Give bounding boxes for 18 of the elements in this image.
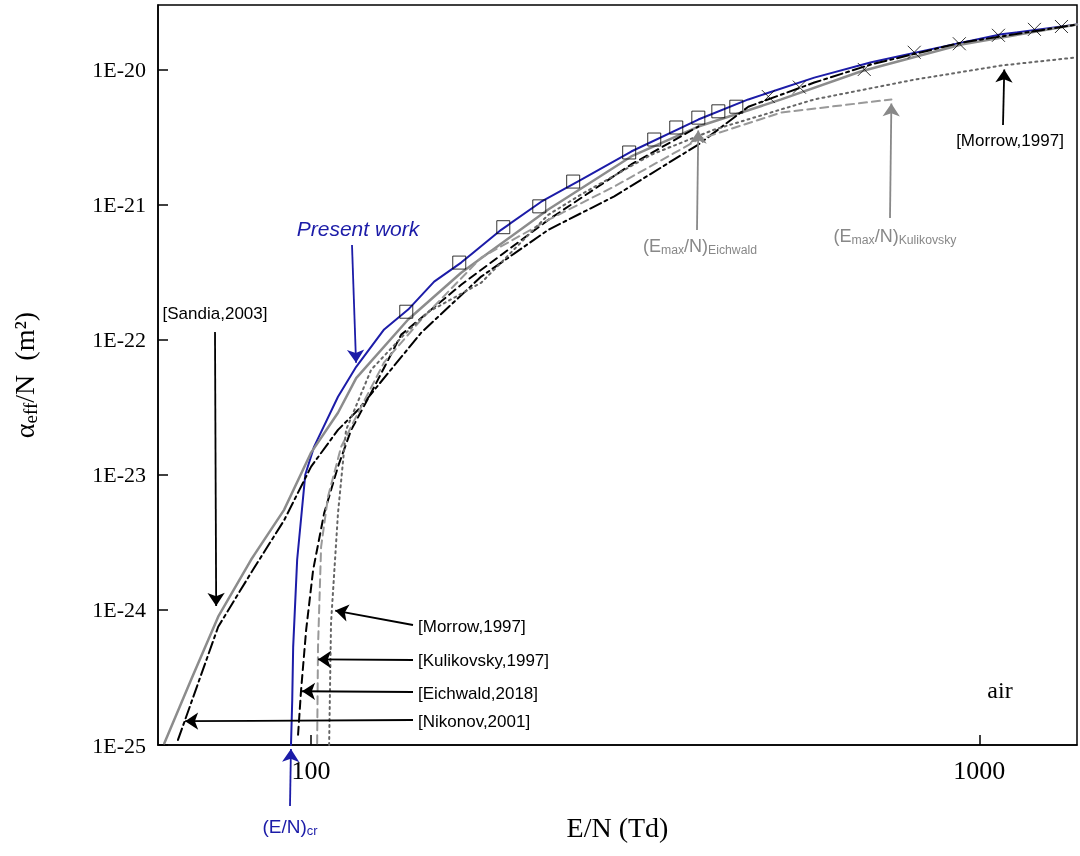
annotation: [Morrow,1997]	[418, 616, 526, 636]
annotation: [Nikonov,2001]	[418, 711, 531, 731]
annotation: [Eichwald,2018]	[418, 683, 539, 703]
y-tick-label: 1E-24	[92, 597, 146, 623]
x-tick-label: 100	[291, 755, 331, 785]
y-tick-label: 1E-25	[92, 732, 146, 758]
annotation: air	[987, 677, 1013, 703]
annotation: [Sandia,2003]	[162, 303, 268, 323]
annotation: Present work	[296, 216, 421, 240]
annotation: [Morrow,1997]	[956, 130, 1064, 150]
y-tick-label: 1E-22	[92, 327, 146, 353]
x-tick-label: 1000	[953, 755, 1006, 785]
y-tick-label: 1E-21	[92, 192, 146, 218]
y-tick-label: 1E-20	[92, 56, 146, 82]
y-axis-title: αeff/N (m²)	[8, 311, 41, 439]
x-axis-title: E/N (Td)	[566, 811, 669, 843]
annotation: [Kulikovsky,1997]	[418, 650, 550, 670]
y-tick-label: 1E-23	[92, 462, 146, 488]
